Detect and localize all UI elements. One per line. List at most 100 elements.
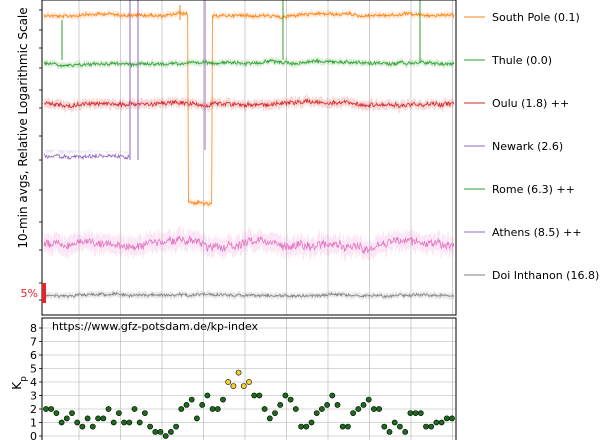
kp-point <box>329 392 336 399</box>
kp-point <box>272 410 278 416</box>
kp-point <box>204 392 211 399</box>
kp-point <box>110 419 117 426</box>
kp-point <box>339 423 346 430</box>
kp-point <box>183 401 190 408</box>
newark-band <box>44 148 130 155</box>
kp-point <box>412 410 419 416</box>
kp-point <box>220 396 226 403</box>
kp-y-tick-label: 4 <box>30 376 37 389</box>
oulu-line <box>43 98 455 109</box>
kp-point <box>63 415 70 422</box>
south-pole-line <box>43 10 455 206</box>
legend-label-doi_inthanon: Doi Inthanon (16.8) ++ <box>492 269 600 282</box>
kp-y-tick-label: 0 <box>30 430 37 440</box>
kp-point <box>95 415 101 422</box>
kp-point <box>209 406 216 412</box>
kp-point <box>58 419 65 426</box>
kp-point <box>287 396 294 403</box>
kp-y-tick-label: 8 <box>30 322 37 335</box>
kp-point <box>121 419 127 426</box>
kp-point <box>131 406 138 412</box>
kp-y-tick-label: 5 <box>30 363 37 376</box>
top-panel-traces <box>43 0 455 302</box>
kp-point <box>282 392 289 399</box>
kp-point <box>230 383 237 389</box>
kp-point <box>396 423 403 430</box>
kp-point <box>344 423 351 430</box>
newark-line <box>43 153 130 161</box>
legend-label-thule: Thule (0.0) <box>491 54 552 67</box>
kp-point <box>141 410 148 416</box>
kp-y-tick-label: 3 <box>30 390 37 403</box>
kp-y-tick-label: 2 <box>30 403 37 416</box>
kp-point <box>449 415 455 422</box>
kp-point <box>251 392 258 399</box>
kp-point <box>438 419 445 426</box>
kp-y-axis-label: Kp <box>10 376 29 390</box>
kp-point <box>324 401 330 408</box>
legend: South Pole (0.1) Thule (0.0) Oulu (1.8) ++… <box>464 11 600 282</box>
kp-point <box>391 419 398 426</box>
kp-point <box>136 419 143 426</box>
kp-point <box>89 423 96 430</box>
kp-point <box>277 401 284 408</box>
doi-inthanon-line <box>43 290 455 299</box>
kp-point <box>355 406 362 412</box>
legend-label-south_pole: South Pole (0.1) <box>492 11 580 24</box>
athens-trace-line <box>43 235 455 255</box>
kp-point <box>423 423 429 430</box>
kp-point <box>318 406 325 412</box>
kp-y-tick-label: 6 <box>30 349 37 362</box>
top-panel-grid <box>78 0 453 315</box>
kp-point <box>313 410 320 416</box>
kp-label-main: K <box>10 381 24 390</box>
top-y-axis-label: 10-min avgs, Relative Logarithmic Scale <box>16 7 30 248</box>
kp-point <box>116 410 122 416</box>
kp-point <box>43 406 49 412</box>
kp-point <box>407 410 414 416</box>
kp-point <box>443 415 450 422</box>
kp-point <box>365 396 372 403</box>
kp-point <box>100 415 107 422</box>
kp-point <box>266 415 273 422</box>
top-panel-frame <box>41 0 457 316</box>
athens-trace-band <box>44 225 454 263</box>
kp-point <box>428 423 435 430</box>
kp-point <box>350 410 356 416</box>
legend-label-newark: Newark (2.6) <box>492 140 563 153</box>
kp-point <box>417 410 424 416</box>
kp-point <box>334 401 341 408</box>
legend-label-rome: Rome (6.3) ++ <box>492 183 575 196</box>
oulu-band <box>44 93 454 114</box>
kp-point <box>74 419 81 426</box>
kp-point <box>157 428 164 435</box>
legend-label-oulu: Oulu (1.8) ++ <box>492 97 569 110</box>
legend-label-athens: Athens (8.5) ++ <box>492 226 582 239</box>
kp-point <box>188 396 195 403</box>
kp-point <box>48 406 55 412</box>
kp-label-sub: p <box>19 376 29 382</box>
kp-point <box>360 401 367 408</box>
kp-point <box>386 428 393 435</box>
kp-point <box>214 406 221 412</box>
kp-point <box>53 410 60 416</box>
kp-panel-frame <box>41 317 457 440</box>
kp-point <box>240 383 247 389</box>
kp-point <box>370 406 377 412</box>
kp-point <box>261 406 268 412</box>
kp-point <box>376 406 382 412</box>
kp-point <box>105 406 112 412</box>
kp-point <box>235 369 242 376</box>
kp-point <box>69 410 75 416</box>
kp-point <box>79 423 86 430</box>
kp-point <box>292 406 299 412</box>
kp-point <box>303 423 310 430</box>
kp-point <box>167 428 174 435</box>
kp-point <box>178 406 185 412</box>
kp-source-url: https://www.gfz-potsdam.de/kp-index <box>52 320 259 333</box>
kp-point <box>402 428 409 435</box>
kp-point <box>199 401 206 408</box>
kp-point <box>433 419 440 426</box>
kp-point <box>298 423 304 430</box>
